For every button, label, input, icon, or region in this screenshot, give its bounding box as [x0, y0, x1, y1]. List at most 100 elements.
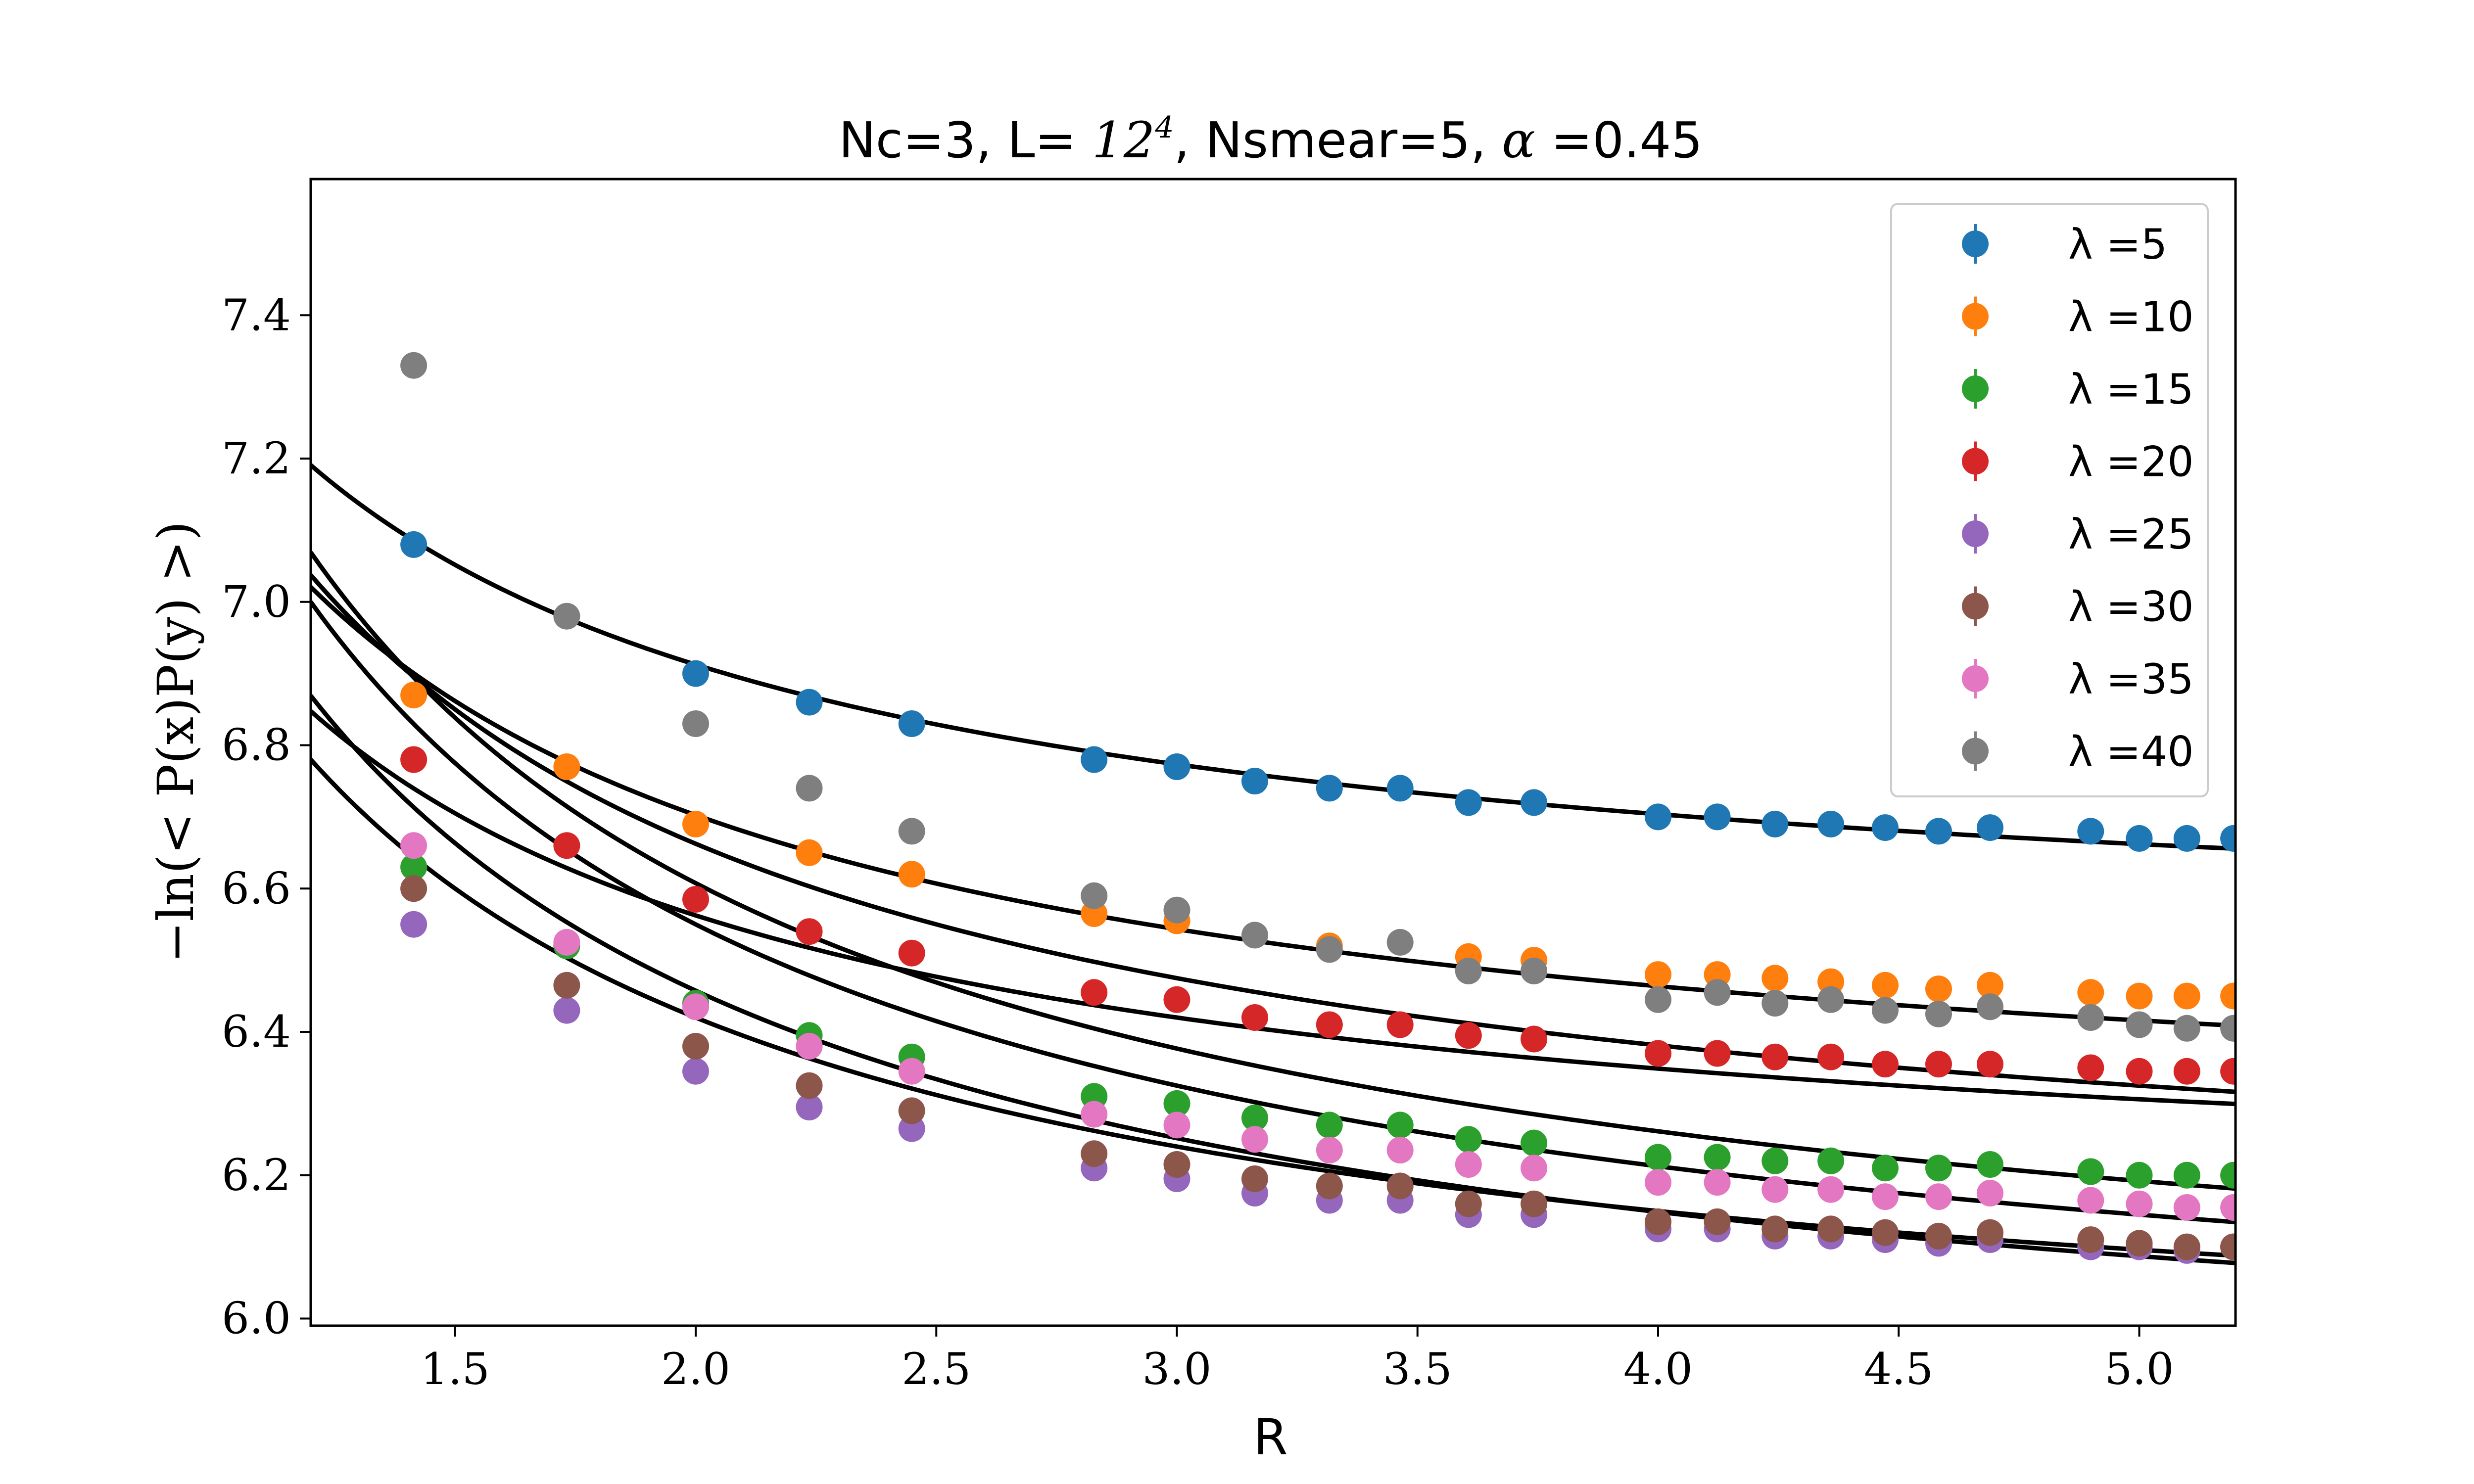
- data-point: [1704, 1208, 1731, 1235]
- data-point: [1241, 922, 1268, 949]
- fit-curve-35: [311, 601, 2236, 1224]
- data-point: [1925, 1155, 1952, 1182]
- data-point: [1872, 1219, 1899, 1246]
- data-point: [1925, 1000, 1952, 1027]
- data-point: [682, 810, 709, 837]
- data-point: [2173, 1161, 2200, 1189]
- data-point: [682, 1033, 709, 1060]
- data-point: [2173, 1015, 2200, 1042]
- data-point: [1645, 803, 1671, 831]
- data-point: [1163, 753, 1190, 780]
- data-point: [400, 853, 428, 881]
- data-point: [2126, 1011, 2153, 1038]
- data-point: [1645, 1144, 1671, 1171]
- data-point: [1977, 1151, 2003, 1178]
- data-point: [796, 775, 823, 802]
- data-point: [1386, 1137, 1414, 1164]
- data-point: [1817, 1147, 1845, 1174]
- legend-entry-30: λ =30: [1962, 583, 2194, 631]
- data-point: [1521, 1155, 1548, 1182]
- data-point: [1872, 814, 1899, 841]
- data-point: [2220, 1233, 2236, 1260]
- legend-marker: [1962, 520, 1989, 547]
- y-tick-label: 6.2: [222, 1150, 291, 1201]
- y-tick-label: 7.2: [222, 433, 291, 484]
- legend-entry-20: λ =20: [1962, 438, 2194, 486]
- data-point: [898, 939, 925, 967]
- y-tick-label: 6.8: [222, 720, 291, 771]
- legend: λ =5 λ =10 λ =15 λ =20 λ =25 λ =30 λ =35 λ =40: [1890, 203, 2209, 797]
- data-point: [2077, 1187, 2104, 1214]
- data-point: [2220, 1161, 2236, 1189]
- data-point: [1316, 1011, 1343, 1038]
- data-point: [796, 918, 823, 945]
- data-point: [1977, 1051, 2003, 1078]
- data-point: [2126, 982, 2153, 1010]
- data-point: [2126, 825, 2153, 852]
- data-point: [1761, 965, 1789, 992]
- x-tick-label: 5.0: [2105, 1344, 2174, 1394]
- data-point: [1704, 803, 1731, 831]
- data-point: [1386, 1011, 1414, 1038]
- fit-curve-30: [311, 694, 2236, 1265]
- data-point: [1817, 810, 1845, 837]
- data-point: [1455, 789, 1482, 816]
- data-point: [1645, 961, 1671, 988]
- data-point: [1872, 972, 1899, 999]
- data-point: [1241, 1126, 1268, 1153]
- y-tick-label: 7.4: [222, 289, 291, 340]
- data-point: [1872, 1051, 1899, 1078]
- y-tick-label: 7.0: [222, 576, 291, 627]
- legend-label: λ =5: [2068, 220, 2167, 269]
- data-point: [1817, 1176, 1845, 1203]
- data-point: [2077, 818, 2104, 845]
- legend-entry-40: λ =40: [1962, 728, 2194, 776]
- data-point: [1645, 1208, 1671, 1235]
- data-point: [1521, 957, 1548, 984]
- title-part-d: , Nsmear=5,: [1174, 111, 1502, 169]
- data-point: [1925, 818, 1952, 845]
- data-point: [400, 875, 428, 902]
- y-tick-label: 6.6: [222, 863, 291, 914]
- data-point: [1521, 1190, 1548, 1217]
- data-point: [1925, 1051, 1952, 1078]
- legend-marker: [1962, 738, 1989, 765]
- title-part-c: 4: [1154, 110, 1174, 145]
- data-point: [1761, 1147, 1789, 1174]
- data-point: [1977, 993, 2003, 1020]
- series-20: [400, 746, 2236, 1085]
- data-point: [1241, 1004, 1268, 1031]
- data-point: [1977, 972, 2003, 999]
- y-axis-ticks: 6.0 6.2 6.4 6.6 6.8 7.0 7.2 7.4: [222, 289, 311, 1344]
- legend-marker: [1962, 231, 1989, 257]
- legend-marker: [1962, 303, 1989, 330]
- data-point: [796, 1094, 823, 1121]
- fit-curve-25: [311, 758, 2236, 1258]
- data-point: [1761, 810, 1789, 837]
- legend-frame: [1890, 203, 2209, 797]
- data-point: [1872, 1155, 1899, 1182]
- data-point: [2173, 1194, 2200, 1221]
- x-tick-label: 2.0: [661, 1344, 730, 1394]
- series-30: [400, 875, 2236, 1260]
- legend-entry-35: λ =35: [1962, 655, 2194, 703]
- data-point: [1455, 1190, 1482, 1217]
- legend-label: λ =10: [2068, 293, 2194, 341]
- data-point: [1081, 1140, 1108, 1167]
- data-point: [1925, 1222, 1952, 1250]
- data-point: [1081, 1101, 1108, 1128]
- data-point: [1704, 1040, 1731, 1067]
- legend-entry-10: λ =10: [1962, 293, 2194, 341]
- data-point: [1761, 1176, 1789, 1203]
- data-point: [2077, 979, 2104, 1006]
- data-point: [1386, 928, 1414, 956]
- data-point: [400, 832, 428, 859]
- data-point: [1761, 990, 1789, 1017]
- x-tick-label: 3.0: [1142, 1344, 1212, 1394]
- x-axis-ticks: 1.5 2.0 2.5 3.0 3.5 4.0 4.5 5.0: [421, 1326, 2174, 1394]
- data-point: [1163, 896, 1190, 924]
- title-part-e: α: [1502, 111, 1535, 169]
- data-point: [1316, 936, 1343, 963]
- data-point: [1977, 1219, 2003, 1246]
